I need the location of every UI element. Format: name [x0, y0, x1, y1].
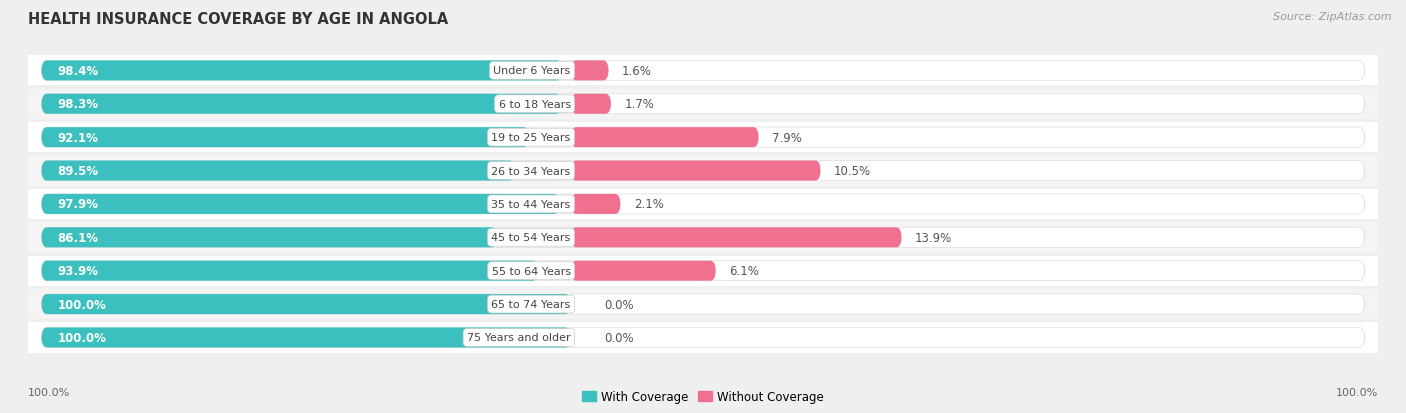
Text: 100.0%: 100.0%	[58, 331, 105, 344]
FancyBboxPatch shape	[41, 228, 498, 248]
FancyBboxPatch shape	[41, 328, 1365, 348]
Text: 2.1%: 2.1%	[634, 198, 664, 211]
FancyBboxPatch shape	[571, 195, 620, 214]
FancyBboxPatch shape	[41, 61, 1365, 81]
Text: 10.5%: 10.5%	[834, 165, 872, 178]
Text: 0.0%: 0.0%	[603, 331, 633, 344]
Text: 6 to 18 Years: 6 to 18 Years	[499, 100, 571, 109]
FancyBboxPatch shape	[571, 95, 612, 114]
FancyBboxPatch shape	[571, 228, 901, 248]
FancyBboxPatch shape	[41, 294, 1365, 314]
Text: 6.1%: 6.1%	[730, 265, 759, 278]
Text: 97.9%: 97.9%	[58, 198, 98, 211]
Text: 100.0%: 100.0%	[58, 298, 105, 311]
Text: 65 to 74 Years: 65 to 74 Years	[492, 299, 571, 309]
Text: 13.9%: 13.9%	[915, 231, 952, 244]
FancyBboxPatch shape	[41, 95, 1365, 114]
FancyBboxPatch shape	[41, 328, 571, 348]
Text: 1.7%: 1.7%	[624, 98, 654, 111]
Text: 100.0%: 100.0%	[28, 387, 70, 397]
Text: 89.5%: 89.5%	[58, 165, 98, 178]
Text: 98.3%: 98.3%	[58, 98, 98, 111]
Bar	[15, 223, 1391, 253]
FancyBboxPatch shape	[41, 294, 571, 314]
FancyBboxPatch shape	[41, 128, 1365, 148]
Bar	[15, 256, 1391, 286]
FancyBboxPatch shape	[41, 195, 1365, 214]
Text: 100.0%: 100.0%	[1336, 387, 1378, 397]
Bar	[15, 56, 1391, 86]
Bar	[15, 156, 1391, 186]
Bar	[15, 323, 1391, 353]
Text: 19 to 25 Years: 19 to 25 Years	[492, 133, 571, 143]
Text: 93.9%: 93.9%	[58, 265, 98, 278]
Text: Source: ZipAtlas.com: Source: ZipAtlas.com	[1274, 12, 1392, 22]
FancyBboxPatch shape	[41, 128, 529, 148]
Text: Under 6 Years: Under 6 Years	[494, 66, 571, 76]
Text: 26 to 34 Years: 26 to 34 Years	[492, 166, 571, 176]
Text: 7.9%: 7.9%	[772, 131, 801, 144]
FancyBboxPatch shape	[41, 261, 538, 281]
Text: 35 to 44 Years: 35 to 44 Years	[492, 199, 571, 209]
Text: 75 Years and older: 75 Years and older	[467, 333, 571, 343]
Bar	[15, 190, 1391, 219]
Bar	[15, 90, 1391, 119]
Text: 92.1%: 92.1%	[58, 131, 98, 144]
FancyBboxPatch shape	[41, 195, 560, 214]
Bar	[15, 123, 1391, 153]
Text: HEALTH INSURANCE COVERAGE BY AGE IN ANGOLA: HEALTH INSURANCE COVERAGE BY AGE IN ANGO…	[28, 12, 449, 27]
FancyBboxPatch shape	[41, 161, 1365, 181]
Bar	[15, 290, 1391, 319]
Text: 1.6%: 1.6%	[621, 65, 652, 78]
Legend: With Coverage, Without Coverage: With Coverage, Without Coverage	[582, 390, 824, 403]
FancyBboxPatch shape	[41, 161, 515, 181]
FancyBboxPatch shape	[41, 261, 1365, 281]
FancyBboxPatch shape	[571, 261, 716, 281]
FancyBboxPatch shape	[571, 61, 609, 81]
FancyBboxPatch shape	[571, 161, 821, 181]
FancyBboxPatch shape	[571, 128, 759, 148]
Text: 0.0%: 0.0%	[603, 298, 633, 311]
Text: 45 to 54 Years: 45 to 54 Years	[492, 233, 571, 243]
Text: 98.4%: 98.4%	[58, 65, 98, 78]
Text: 55 to 64 Years: 55 to 64 Years	[492, 266, 571, 276]
Text: 86.1%: 86.1%	[58, 231, 98, 244]
FancyBboxPatch shape	[41, 228, 1365, 248]
FancyBboxPatch shape	[41, 95, 561, 114]
FancyBboxPatch shape	[41, 61, 562, 81]
